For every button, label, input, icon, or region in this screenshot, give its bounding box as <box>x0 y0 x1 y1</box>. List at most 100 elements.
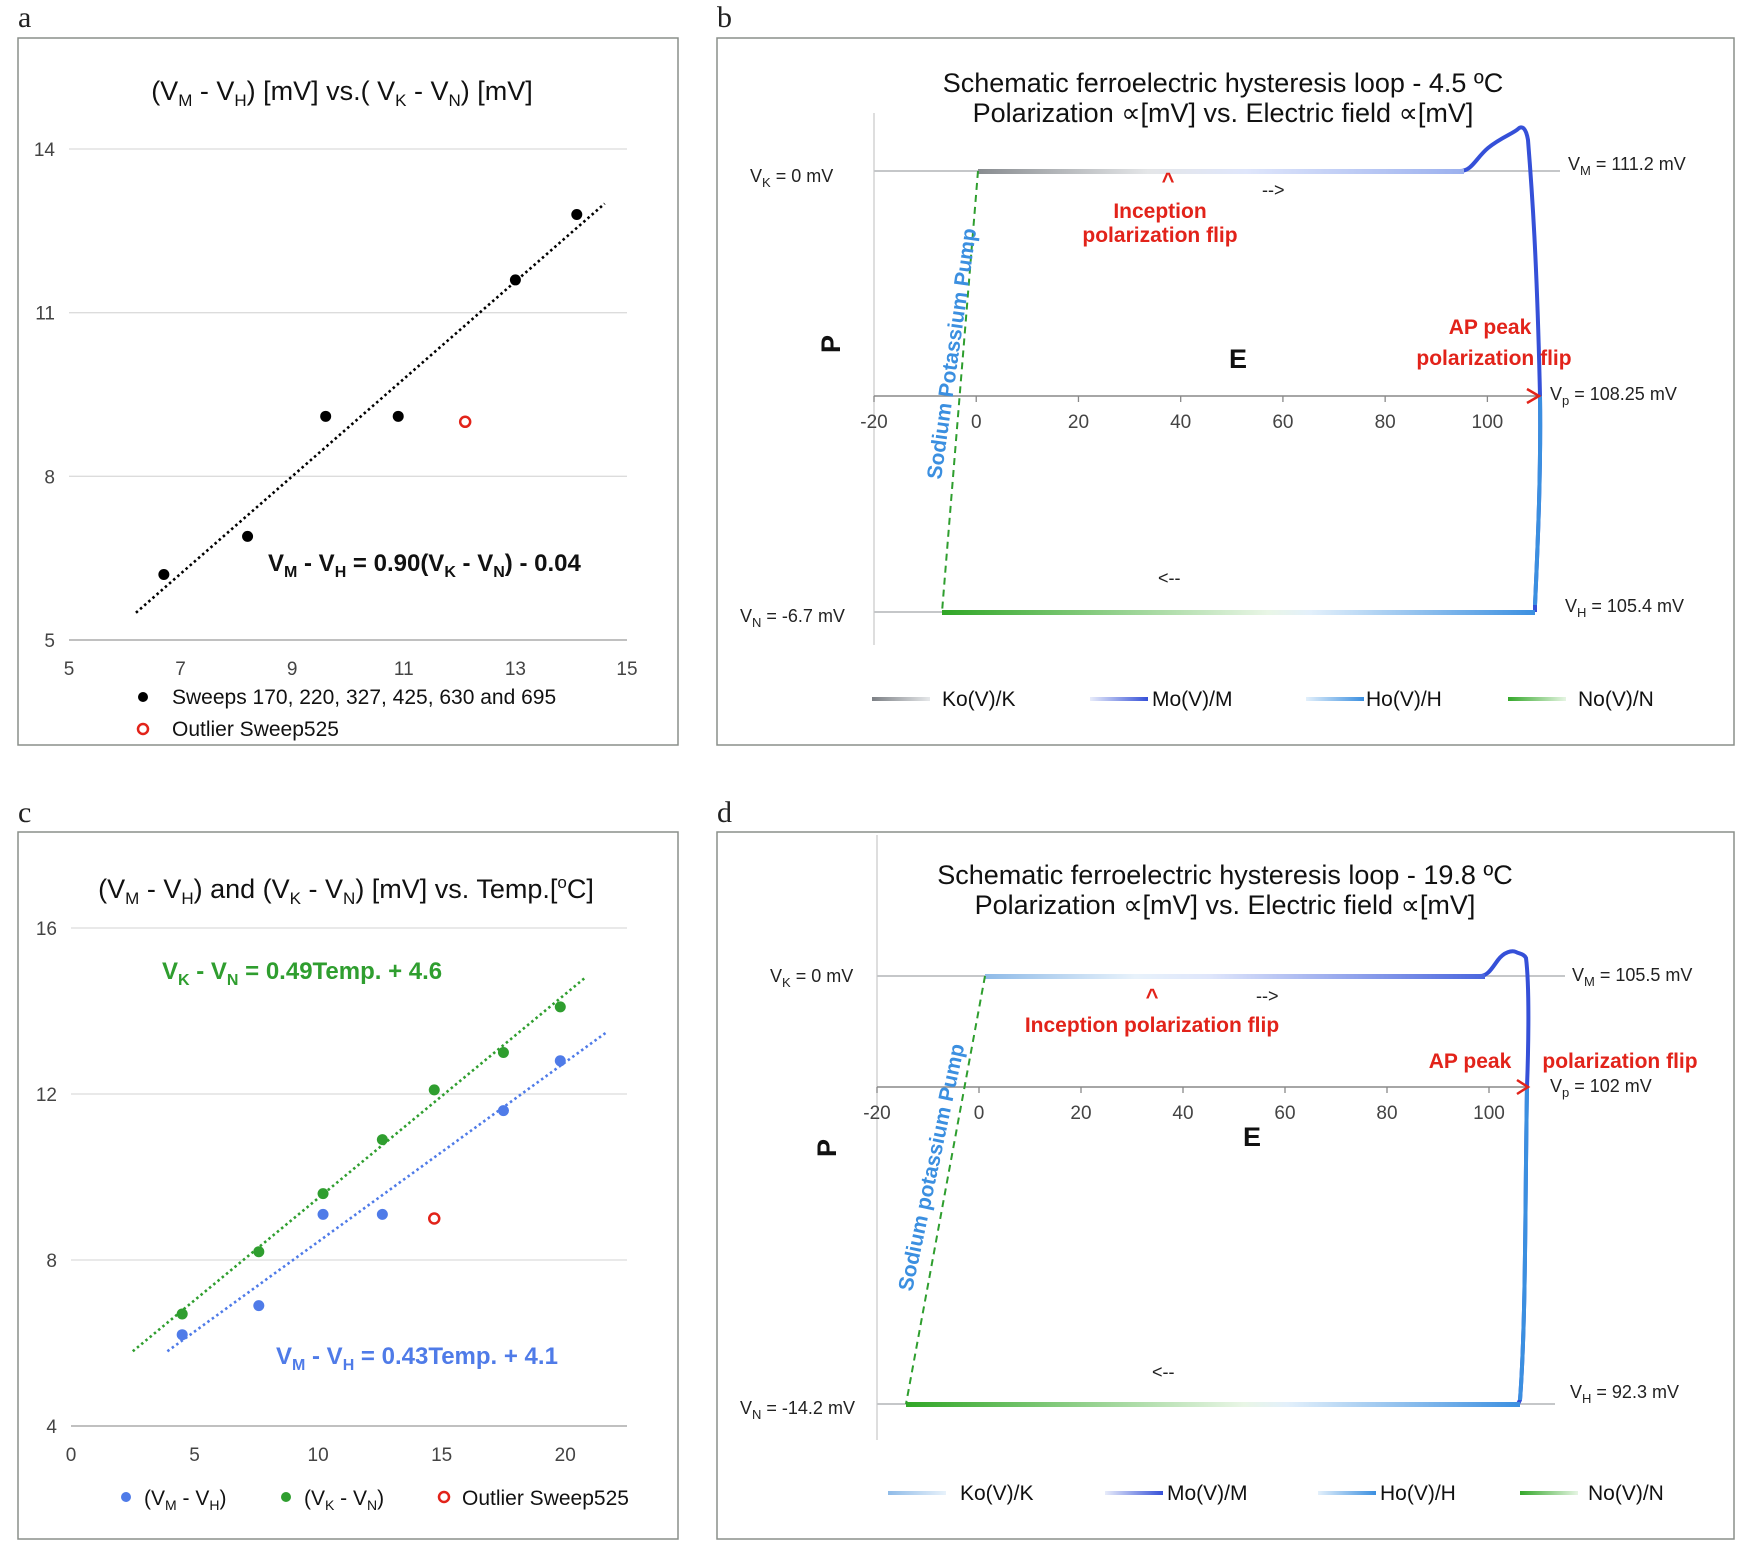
b-back-arrow: <-- <box>1158 568 1181 588</box>
panel-d-title-1: Schematic ferroelectric hysteresis loop … <box>937 860 1513 890</box>
d-curve-k <box>985 974 1485 979</box>
d-legend-m-swatch <box>1105 1491 1163 1495</box>
chart-c-ytick-label: 4 <box>46 1417 57 1438</box>
chart-a-point <box>242 530 254 542</box>
b-pump-line <box>941 170 979 613</box>
b-label-vk: VK = 0 mV <box>750 166 833 190</box>
b-label-vh: VH = 105.4 mV <box>1565 596 1684 620</box>
legend-a-marker-outlier <box>136 722 150 736</box>
chart-a-xtick-label: 13 <box>505 659 526 680</box>
b-legend-h-swatch <box>1306 697 1364 701</box>
b-curve-k <box>978 169 1464 174</box>
panel-b-title-2: Polarization ∝[mV] vs. Electric field ∝[… <box>973 98 1474 128</box>
d-x-ticks: -20 0 20 40 60 80 100 <box>863 1087 1505 1124</box>
d-ylabel: P <box>812 1139 842 1157</box>
chart-a-point <box>571 208 583 220</box>
chart-c-point <box>317 1188 329 1200</box>
chart-c-point <box>497 1047 509 1058</box>
panel-d-frame <box>716 831 1735 1540</box>
panel-d-title-2: Polarization ∝[mV] vs. Electric field ∝[… <box>975 890 1476 920</box>
panel-label-a: a <box>18 1 31 34</box>
d-label-vk: VK = 0 mV <box>770 966 853 990</box>
d-label-vp: Vp = 102 mV <box>1550 1076 1652 1100</box>
chart-a-ytick-label: 8 <box>44 467 55 488</box>
b-legend-m-swatch <box>1090 697 1148 701</box>
d-legend-h: Ho(V)/H <box>1380 1482 1456 1505</box>
panel-a-frame <box>17 37 679 746</box>
chart-c-point <box>554 1001 566 1013</box>
d-label-vh: VH = 92.3 mV <box>1570 1382 1679 1406</box>
chart-a-point <box>458 415 472 429</box>
chart-c-xtick-label: 20 <box>555 1445 576 1466</box>
chart-a-xtick-label: 5 <box>64 659 75 680</box>
chart-c-xtick-label: 15 <box>431 1445 452 1466</box>
d-pump-line <box>905 975 986 1405</box>
chart-c-point <box>253 1246 265 1258</box>
chart-a-point <box>509 274 521 286</box>
panel-label-d: d <box>717 796 732 829</box>
d-tick-label: 100 <box>1473 1103 1505 1124</box>
chart-c-xtick-label: 10 <box>308 1445 329 1466</box>
chart-c-point <box>376 1208 388 1220</box>
d-ap-1: AP peak <box>1429 1050 1512 1073</box>
b-ap-1: AP peak <box>1449 316 1532 339</box>
chart-c-trendline <box>166 1030 608 1353</box>
panel-b-frame <box>716 37 1735 746</box>
chart-c-ytick-label: 12 <box>36 1085 57 1106</box>
d-legend-n: No(V)/N <box>1588 1482 1664 1505</box>
d-forward-arrow: --> <box>1256 986 1279 1006</box>
b-legend-m: Mo(V)/M <box>1152 688 1233 711</box>
b-legend-k: Ko(V)/K <box>942 688 1016 711</box>
d-caret: ^ <box>1146 984 1159 1009</box>
d-tick-label: -20 <box>863 1103 890 1124</box>
d-tick-label: 80 <box>1376 1103 1397 1124</box>
chart-c-point <box>554 1055 566 1067</box>
chart-a-point <box>158 569 170 581</box>
b-curve-n <box>942 610 1535 615</box>
b-inception-2: polarization flip <box>1082 224 1237 247</box>
b-tick-label: 20 <box>1068 412 1089 433</box>
d-back-arrow: <-- <box>1152 1362 1175 1382</box>
panel-label-b: b <box>717 1 732 34</box>
b-tick-label: 0 <box>971 412 982 433</box>
legend-a-outlier: Outlier Sweep525 <box>172 718 339 741</box>
d-label-vn: VN = -14.2 mV <box>740 1398 855 1422</box>
b-tick-label: -20 <box>860 412 887 433</box>
b-label-vn: VN = -6.7 mV <box>740 606 845 630</box>
b-x-ticks: -20 0 20 40 60 80 100 <box>860 396 1503 433</box>
chart-c-trendline <box>131 976 586 1353</box>
d-label-vm: VM = 105.5 mV <box>1572 965 1692 989</box>
legend-a-marker-sweeps <box>138 692 148 702</box>
d-curve-n <box>906 1402 1520 1407</box>
chart-a-xtick-label: 15 <box>616 659 637 680</box>
chart-a-ytick-label: 11 <box>35 304 55 325</box>
chart-c-equation-green: VK - VN = 0.49Temp. + 4.6 <box>162 958 442 989</box>
b-legend-n: No(V)/N <box>1578 688 1654 711</box>
b-xlabel: E <box>1229 344 1247 374</box>
chart-c-point <box>428 1212 441 1225</box>
chart-c-point <box>317 1208 329 1220</box>
d-legend-m: Mo(V)/M <box>1167 1482 1248 1505</box>
b-legend-k-swatch <box>872 697 930 701</box>
legend-c-marker-mh <box>121 1492 131 1502</box>
chart-a-xtick-label: 9 <box>287 659 298 680</box>
legend-c-kn: (VK - VN) <box>304 1487 384 1513</box>
b-caret: ^ <box>1162 168 1175 193</box>
panel-c-title: (VM - VH) and (VK - VN) [mV] vs. Temp.[o… <box>98 873 594 908</box>
chart-c-point <box>176 1308 188 1320</box>
legend-c-marker-kn <box>281 1492 291 1502</box>
d-tick-label: 60 <box>1274 1103 1295 1124</box>
b-label-vp: Vp = 108.25 mV <box>1550 384 1677 408</box>
chart-c-point <box>253 1300 265 1312</box>
chart-a-xtick-label: 7 <box>175 659 186 680</box>
d-curve-h <box>1518 1086 1529 1401</box>
chart-c: 4 8 12 16 0 5 10 15 20 <box>36 919 627 1466</box>
b-tick-label: 80 <box>1375 412 1396 433</box>
d-tick-label: 40 <box>1172 1103 1193 1124</box>
d-legend-n-swatch <box>1520 1491 1578 1495</box>
d-tick-label: 20 <box>1070 1103 1091 1124</box>
panel-label-c: c <box>18 796 31 829</box>
d-legend-k-swatch <box>888 1491 946 1495</box>
chart-a-point <box>320 410 332 422</box>
d-ap-2: polarization flip <box>1542 1050 1697 1073</box>
